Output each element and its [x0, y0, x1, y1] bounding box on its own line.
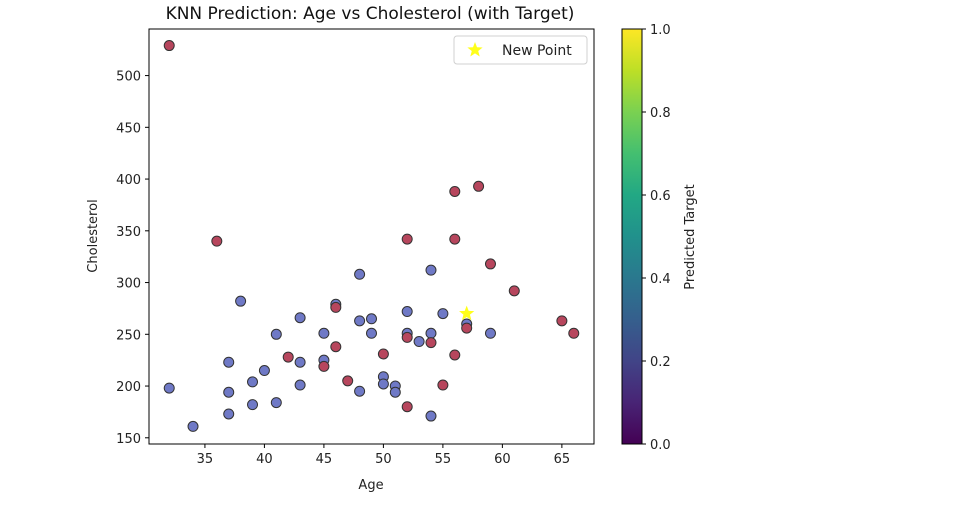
x-tick-label-40: 40	[256, 452, 273, 467]
scatter-point-class-0-3	[223, 386, 235, 398]
scatter-point-class-0-2	[223, 356, 235, 368]
plot-area	[163, 40, 580, 432]
scatter-point-class-0-19	[354, 385, 366, 397]
legend-star-icon	[467, 42, 483, 57]
x-tick-label-60: 60	[494, 452, 511, 467]
scatter-point-class-0-34	[484, 327, 496, 339]
y-tick-label-300: 300	[116, 277, 141, 292]
colorbar-gradient	[621, 28, 643, 445]
scatter-point-class-0-4	[223, 408, 235, 420]
colorbar-tick-label-0.0: 0.0	[650, 438, 671, 453]
colorbar-tick-label-0.6: 0.6	[650, 189, 671, 204]
scatter-point-class-0-17	[354, 268, 366, 280]
scatter-point-class-1-3	[318, 360, 330, 372]
scatter-point-class-0-23	[377, 378, 389, 390]
scatter-point-class-1-20	[556, 315, 568, 327]
legend-box	[453, 35, 588, 65]
scatter-point-class-1-0	[163, 40, 175, 52]
colorbar-tick-label-0.2: 0.2	[650, 355, 671, 370]
y-axis: 150 200 250 300 350 400 450 500	[116, 70, 149, 447]
scatter-point-class-1-11	[425, 337, 437, 349]
x-tick-label-50: 50	[375, 452, 392, 467]
scatter-point-class-1-12	[437, 379, 449, 391]
scatter-point-class-0-11	[294, 312, 306, 324]
scatter-point-class-1-13	[449, 185, 461, 197]
x-axis: 35 40 45 50 55 60 65	[197, 444, 570, 467]
y-tick-label-400: 400	[116, 173, 141, 188]
legend: New Point	[453, 35, 588, 65]
x-tick-label-55: 55	[435, 452, 452, 467]
x-tick-label-35: 35	[197, 452, 214, 467]
scatter-point-class-0-26	[401, 306, 413, 318]
scatter-point-class-0-12	[294, 356, 306, 368]
scatter-point-class-1-16	[461, 322, 473, 334]
scatter-point-class-0-30	[425, 327, 437, 339]
scatter-point-class-1-18	[484, 258, 496, 270]
colorbar-ticks: 0.0 0.2 0.4 0.6 0.8 1.0	[642, 23, 671, 453]
x-axis-label: Age	[358, 478, 383, 493]
scatter-point-class-0-1	[187, 420, 199, 432]
scatter-point-class-0-29	[425, 264, 437, 276]
scatter-point-class-1-21	[568, 327, 580, 339]
y-tick-label-250: 250	[116, 328, 141, 343]
y-tick-label-350: 350	[116, 225, 141, 240]
scatter-point-class-0-10	[270, 397, 282, 409]
scatter-point-class-1-2	[282, 351, 294, 363]
chart-title: KNN Prediction: Age vs Cholesterol (with…	[166, 4, 575, 24]
scatter-point-class-0-9	[270, 328, 282, 340]
scatter-point-class-0-13	[294, 379, 306, 391]
colorbar-tick-label-1.0: 1.0	[650, 23, 671, 38]
colorbar-label: Predicted Target	[683, 184, 698, 289]
scatter-point-class-1-8	[401, 233, 413, 245]
scatter-point-class-0-18	[354, 315, 366, 327]
scatter-point-class-1-4	[330, 301, 342, 313]
new-point-star	[459, 305, 475, 321]
scatter-point-class-1-10	[401, 401, 413, 413]
scatter-point-class-1-9	[401, 331, 413, 343]
scatter-point-class-1-15	[449, 349, 461, 361]
scatter-point-class-0-25	[389, 386, 401, 398]
scatter-point-class-1-6	[342, 375, 354, 387]
y-tick-label-500: 500	[116, 70, 141, 85]
scatter-point-class-0-21	[366, 327, 377, 339]
y-tick-label-200: 200	[116, 380, 141, 395]
scatter-point-class-0-6	[247, 376, 259, 388]
legend-entry-new-point: New Point	[502, 43, 572, 59]
scatter-point-class-1-1	[211, 235, 223, 247]
colorbar-tick-label-0.4: 0.4	[650, 272, 671, 287]
scatter-point-class-0-0	[163, 382, 175, 394]
x-tick-label-65: 65	[554, 452, 571, 467]
scatter-point-class-0-31	[425, 410, 437, 422]
scatter-point-class-0-28	[413, 336, 425, 348]
scatter-point-class-1-19	[508, 285, 520, 297]
scatter-point-class-0-20	[366, 313, 377, 325]
scatter-point-class-0-14	[318, 327, 330, 339]
scatter-point-class-1-17	[473, 180, 485, 192]
scatter-point-class-1-5	[330, 341, 342, 353]
y-tick-label-150: 150	[116, 432, 141, 447]
plot-frame	[148, 28, 595, 445]
scatter-point-class-0-8	[258, 365, 270, 377]
y-tick-label-450: 450	[116, 121, 141, 136]
x-tick-label-45: 45	[316, 452, 333, 467]
colorbar-tick-label-0.8: 0.8	[650, 106, 671, 121]
scatter-point-class-0-5	[235, 295, 247, 307]
scatter-point-class-1-7	[377, 348, 389, 360]
scatter-point-class-0-32	[437, 308, 449, 320]
scatter-point-class-1-14	[449, 233, 461, 245]
scatter-point-class-0-7	[247, 399, 259, 411]
y-axis-label: Cholesterol	[86, 199, 101, 272]
colorbar: 0.0 0.2 0.4 0.6 0.8 1.0 Predicted Target	[621, 23, 698, 453]
